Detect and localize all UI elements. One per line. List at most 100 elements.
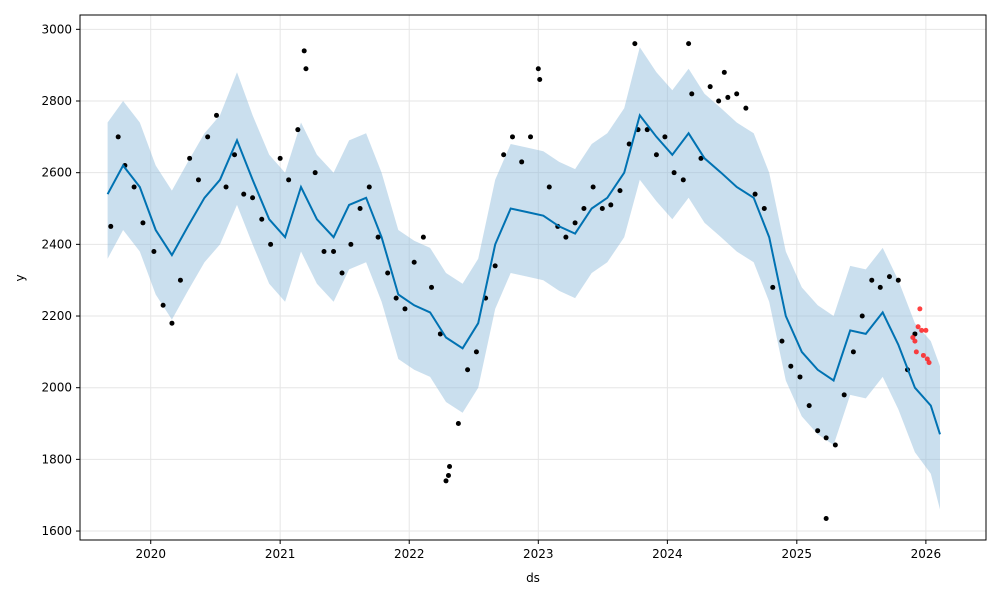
- observed-point: [301, 48, 307, 54]
- observed-point: [815, 428, 821, 434]
- observed-point: [375, 234, 381, 240]
- observed-point: [303, 66, 309, 72]
- observed-point: [473, 349, 479, 355]
- test-point: [926, 360, 932, 366]
- plot-background: [80, 15, 986, 540]
- observed-point: [187, 155, 193, 161]
- observed-point: [806, 403, 812, 409]
- observed-point: [357, 206, 363, 212]
- test-point: [917, 306, 923, 312]
- test-point: [923, 327, 929, 333]
- observed-point: [644, 127, 650, 133]
- observed-point: [716, 98, 722, 104]
- observed-point: [177, 277, 183, 283]
- observed-point: [572, 220, 578, 226]
- observed-point: [214, 112, 220, 118]
- observed-point: [160, 302, 166, 308]
- observed-point: [241, 191, 247, 197]
- observed-point: [743, 105, 749, 111]
- observed-point: [823, 515, 829, 521]
- observed-point: [443, 478, 449, 484]
- observed-point: [797, 374, 803, 380]
- y-tick-label: 2200: [41, 309, 72, 323]
- x-tick-label: 2023: [523, 547, 554, 561]
- x-axis-title: ds: [526, 571, 540, 585]
- observed-point: [698, 155, 704, 161]
- grid: [80, 15, 986, 540]
- y-tick-label: 2600: [41, 166, 72, 180]
- observed-point: [447, 464, 453, 470]
- observed-point: [761, 206, 767, 212]
- observed-point: [385, 270, 391, 276]
- observed-point: [331, 249, 337, 255]
- observed-point: [752, 191, 758, 197]
- observed-point: [402, 306, 408, 312]
- observed-point: [169, 320, 175, 326]
- observed-point: [348, 241, 354, 247]
- x-tick-label: 2026: [911, 547, 942, 561]
- test-point: [915, 324, 921, 330]
- y-axis-title: y: [13, 274, 27, 281]
- plot-frame: [79, 14, 987, 541]
- test-points: [910, 306, 932, 366]
- observed-point: [108, 223, 114, 229]
- test-point: [912, 338, 918, 344]
- observed-point: [339, 270, 345, 276]
- observed-point: [268, 241, 274, 247]
- observed-point: [131, 184, 137, 190]
- observed-point: [617, 188, 623, 194]
- observed-point: [195, 177, 201, 183]
- observed-point: [686, 41, 692, 47]
- observed-point: [721, 69, 727, 75]
- observed-point: [420, 234, 426, 240]
- observed-point: [788, 363, 794, 369]
- observed-point: [546, 184, 552, 190]
- observed-point: [895, 277, 901, 283]
- y-tick-label: 2800: [41, 94, 72, 108]
- forecast-line: [106, 113, 941, 435]
- observed-point: [465, 367, 471, 373]
- observed-point: [140, 220, 146, 226]
- observed-point: [528, 134, 534, 140]
- observed-point: [437, 331, 443, 337]
- observed-point: [151, 249, 157, 255]
- observed-point: [429, 284, 435, 290]
- x-tick-label: 2025: [782, 547, 813, 561]
- observed-point: [295, 127, 301, 133]
- observed-point: [841, 392, 847, 398]
- observed-point: [223, 184, 229, 190]
- observed-point: [519, 159, 525, 165]
- y-axis-ticks: 1600 1800 2000 2200 2400 2600 2800 3000: [41, 22, 80, 538]
- observed-point: [537, 77, 543, 83]
- observed-point: [632, 41, 638, 47]
- observed-point: [393, 295, 399, 301]
- observed-point: [286, 177, 292, 183]
- observed-point: [707, 84, 713, 90]
- y-tick-label: 1600: [41, 524, 72, 538]
- observed-point: [366, 184, 372, 190]
- observed-point: [509, 134, 515, 140]
- observed-point: [321, 249, 327, 255]
- observed-point: [689, 91, 695, 97]
- x-tick-label: 2022: [394, 547, 425, 561]
- test-point: [920, 352, 926, 358]
- observed-point: [869, 277, 875, 283]
- observed-point: [859, 313, 865, 319]
- observed-point: [779, 338, 785, 344]
- observed-point: [626, 141, 632, 147]
- observed-point: [770, 284, 776, 290]
- observed-point: [205, 134, 211, 140]
- observed-point: [850, 349, 856, 355]
- observed-point: [734, 91, 740, 97]
- observed-point: [877, 284, 883, 290]
- observed-point: [653, 152, 659, 158]
- observed-point: [455, 421, 461, 427]
- observed-point: [277, 155, 283, 161]
- observed-point: [662, 134, 668, 140]
- x-tick-label: 2024: [652, 547, 683, 561]
- observed-point: [492, 263, 498, 269]
- observed-point: [590, 184, 596, 190]
- y-tick-label: 2400: [41, 237, 72, 251]
- observed-point: [608, 202, 614, 208]
